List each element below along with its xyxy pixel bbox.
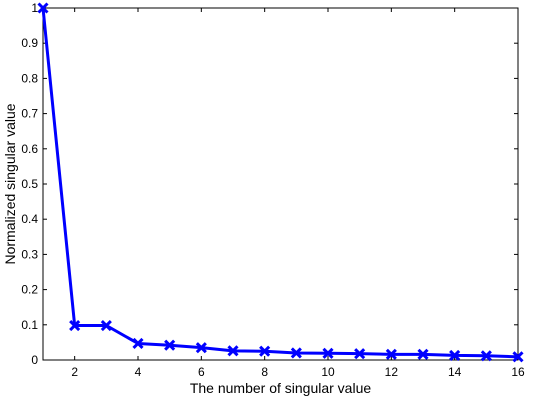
y-tick-label: 0.9	[21, 36, 38, 50]
series-layer	[37, 2, 524, 363]
x-tick-label: 2	[71, 365, 78, 379]
y-tick-label: 0	[31, 353, 38, 367]
x-tick-label: 16	[511, 365, 525, 379]
data-point-marker	[132, 337, 144, 350]
x-tick-label: 14	[448, 365, 462, 379]
y-tick-label: 0.5	[21, 177, 38, 191]
x-tick-label: 12	[385, 365, 399, 379]
data-point-marker	[164, 339, 176, 351]
y-axis: 0 0.1 0.2 0.3 0.4 0.5 0.6 0.7 0.8 0.9 1	[21, 1, 518, 367]
y-tick-label: 0.8	[21, 71, 38, 85]
data-point-marker	[290, 347, 302, 359]
x-tick-label: 8	[261, 365, 268, 379]
data-point-marker	[354, 348, 366, 360]
x-axis-label: The number of singular value	[190, 380, 372, 396]
plot-area	[42, 7, 519, 361]
data-point-marker	[480, 350, 492, 362]
data-point-marker	[100, 319, 112, 332]
data-point-marker	[227, 345, 239, 357]
x-tick-label: 4	[135, 365, 142, 379]
data-point-marker	[37, 2, 49, 14]
y-tick-label: 1	[31, 1, 38, 15]
y-tick-label: 0.6	[21, 142, 38, 156]
plot-frame	[42, 7, 519, 361]
data-point-marker	[385, 348, 397, 360]
x-tick-label: 6	[198, 365, 205, 379]
y-tick-label: 0.1	[21, 318, 38, 332]
data-point-marker	[322, 347, 334, 359]
y-tick-label: 0.7	[21, 107, 38, 121]
data-point-marker	[259, 345, 271, 357]
y-axis-label: Normalized singular value	[2, 103, 18, 264]
y-tick-label: 0.3	[21, 247, 38, 261]
x-axis: 2 4 6 8 10 12 14 16	[71, 8, 525, 379]
x-tick-label: 10	[321, 365, 335, 379]
data-point-marker	[69, 319, 81, 332]
data-point-marker	[195, 342, 207, 354]
data-point-marker	[449, 349, 461, 361]
y-tick-label: 0.4	[21, 212, 38, 226]
data-point-marker	[417, 348, 429, 360]
series-line	[41, 7, 519, 359]
y-tick-label: 0.2	[21, 283, 38, 297]
data-point-marker	[512, 351, 524, 363]
